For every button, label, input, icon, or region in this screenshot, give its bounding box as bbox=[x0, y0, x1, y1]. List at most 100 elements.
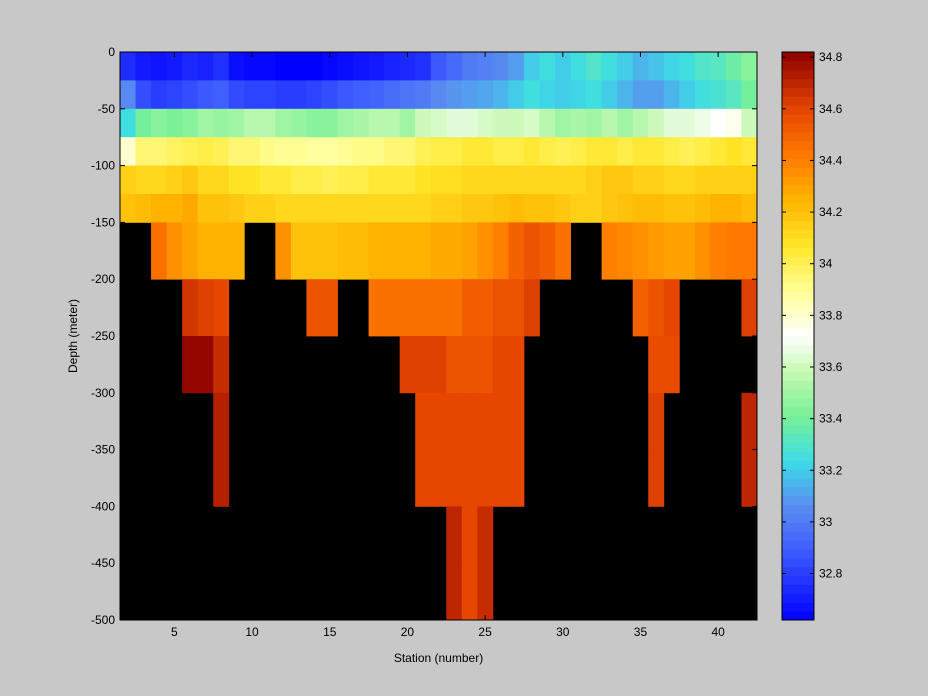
heatmap-cell bbox=[446, 222, 463, 280]
heatmap-cell bbox=[523, 80, 540, 110]
heatmap-cell bbox=[151, 222, 168, 280]
heatmap-cell bbox=[228, 52, 245, 81]
heatmap-cell bbox=[679, 52, 696, 81]
heatmap-cell bbox=[368, 222, 385, 280]
colorbar-segment bbox=[782, 415, 814, 426]
colorbar-segment bbox=[782, 336, 814, 346]
heatmap-cell bbox=[415, 52, 432, 81]
heatmap-cell bbox=[259, 165, 276, 195]
colorbar-segment bbox=[782, 424, 814, 435]
heatmap-cell bbox=[741, 108, 758, 138]
heatmap-cell bbox=[306, 165, 323, 195]
colorbar-segment bbox=[782, 353, 814, 364]
heatmap-cell bbox=[197, 80, 214, 110]
heatmap-cell bbox=[586, 165, 603, 195]
heatmap-cell bbox=[290, 222, 307, 280]
heatmap-cell bbox=[368, 52, 385, 81]
colorbar-segment bbox=[782, 566, 814, 577]
heatmap-cell bbox=[492, 165, 509, 195]
heatmap-cell bbox=[321, 194, 338, 223]
heatmap-cell bbox=[570, 165, 587, 195]
heatmap-cell bbox=[679, 165, 696, 195]
colorbar-segment bbox=[782, 60, 814, 71]
heatmap-cell bbox=[337, 137, 354, 166]
colorbar-segment bbox=[782, 380, 814, 390]
heatmap-cell bbox=[586, 80, 603, 110]
heatmap-cell bbox=[290, 108, 307, 138]
heatmap-cell bbox=[492, 194, 509, 223]
heatmap-cell bbox=[461, 336, 478, 394]
heatmap-cell bbox=[259, 194, 276, 223]
heatmap-cell bbox=[213, 222, 230, 280]
colorbar-segment bbox=[782, 469, 814, 479]
colorbar-segment bbox=[782, 211, 814, 222]
colorbar-segment bbox=[782, 140, 814, 151]
heatmap-cell bbox=[321, 222, 338, 280]
heatmap-cell bbox=[694, 165, 711, 195]
heatmap-cell bbox=[492, 222, 509, 280]
heatmap-cell bbox=[120, 194, 136, 223]
heatmap-cell bbox=[197, 137, 214, 166]
heatmap-cell bbox=[368, 108, 385, 138]
colorbar-segment bbox=[782, 318, 814, 328]
heatmap-cell bbox=[244, 52, 261, 81]
y-tick-label: -500 bbox=[91, 613, 115, 627]
heatmap-cell bbox=[306, 194, 323, 223]
heatmap-cell bbox=[632, 108, 649, 138]
heatmap-cell bbox=[710, 222, 727, 280]
heatmap-cell bbox=[306, 80, 323, 110]
heatmap-cell bbox=[477, 563, 494, 621]
heatmap-cell bbox=[135, 108, 152, 138]
colorbar-segment bbox=[782, 256, 814, 266]
heatmap-cell bbox=[461, 165, 478, 195]
heatmap-cell bbox=[120, 52, 136, 81]
heatmap-cell bbox=[570, 80, 587, 110]
heatmap-cell bbox=[337, 222, 354, 280]
heatmap-cell bbox=[477, 108, 494, 138]
colorbar-segment bbox=[782, 185, 814, 195]
heatmap-cell bbox=[523, 52, 540, 81]
heatmap-cell bbox=[430, 108, 447, 138]
heatmap-cell bbox=[648, 80, 665, 110]
heatmap-cell bbox=[725, 194, 742, 223]
heatmap-cell bbox=[151, 80, 168, 110]
heatmap-cell bbox=[415, 449, 432, 507]
heatmap-cell bbox=[384, 279, 401, 337]
heatmap-cell bbox=[368, 165, 385, 195]
heatmap-cell bbox=[244, 194, 261, 223]
colorbar-segment bbox=[782, 584, 814, 594]
colorbar-segment bbox=[782, 176, 814, 186]
colorbar-segment bbox=[782, 87, 814, 97]
heatmap-cell bbox=[492, 449, 509, 507]
heatmap-cell bbox=[663, 108, 680, 138]
heatmap-cell bbox=[523, 194, 540, 223]
heatmap-cell bbox=[446, 108, 463, 138]
heatmap-cell bbox=[399, 52, 416, 81]
heatmap-cell bbox=[586, 52, 603, 81]
x-tick-label: 10 bbox=[245, 625, 259, 639]
heatmap-cell bbox=[182, 336, 199, 394]
heatmap-cell bbox=[725, 165, 742, 195]
heatmap-cell bbox=[415, 222, 432, 280]
colorbar-ticks: 34.8 34.6 34.4 34.2 34 33.8 33.6 33.4 33.2 33 32.8 bbox=[782, 50, 843, 581]
colorbar-segment bbox=[782, 504, 814, 514]
heatmap-cell bbox=[213, 108, 230, 138]
colorbar-segment bbox=[782, 194, 814, 204]
colorbar-segment bbox=[782, 300, 814, 310]
colorbar-segment bbox=[782, 131, 814, 142]
heatmap-cell bbox=[182, 108, 199, 138]
heatmap-cell bbox=[244, 137, 261, 166]
heatmap-cell bbox=[601, 165, 618, 195]
heatmap-cell bbox=[399, 165, 416, 195]
heatmap-cell bbox=[725, 52, 742, 81]
heatmap-cell bbox=[399, 108, 416, 138]
heatmap-cell bbox=[213, 194, 230, 223]
heatmap-cell bbox=[166, 194, 183, 223]
heatmap-cell bbox=[384, 108, 401, 138]
heatmap-cell bbox=[135, 137, 152, 166]
heatmap-cell bbox=[461, 449, 478, 507]
heatmap-cell bbox=[710, 137, 727, 166]
heatmap-cell bbox=[477, 392, 494, 450]
heatmap-cell bbox=[399, 80, 416, 110]
heatmap-cell bbox=[135, 194, 152, 223]
